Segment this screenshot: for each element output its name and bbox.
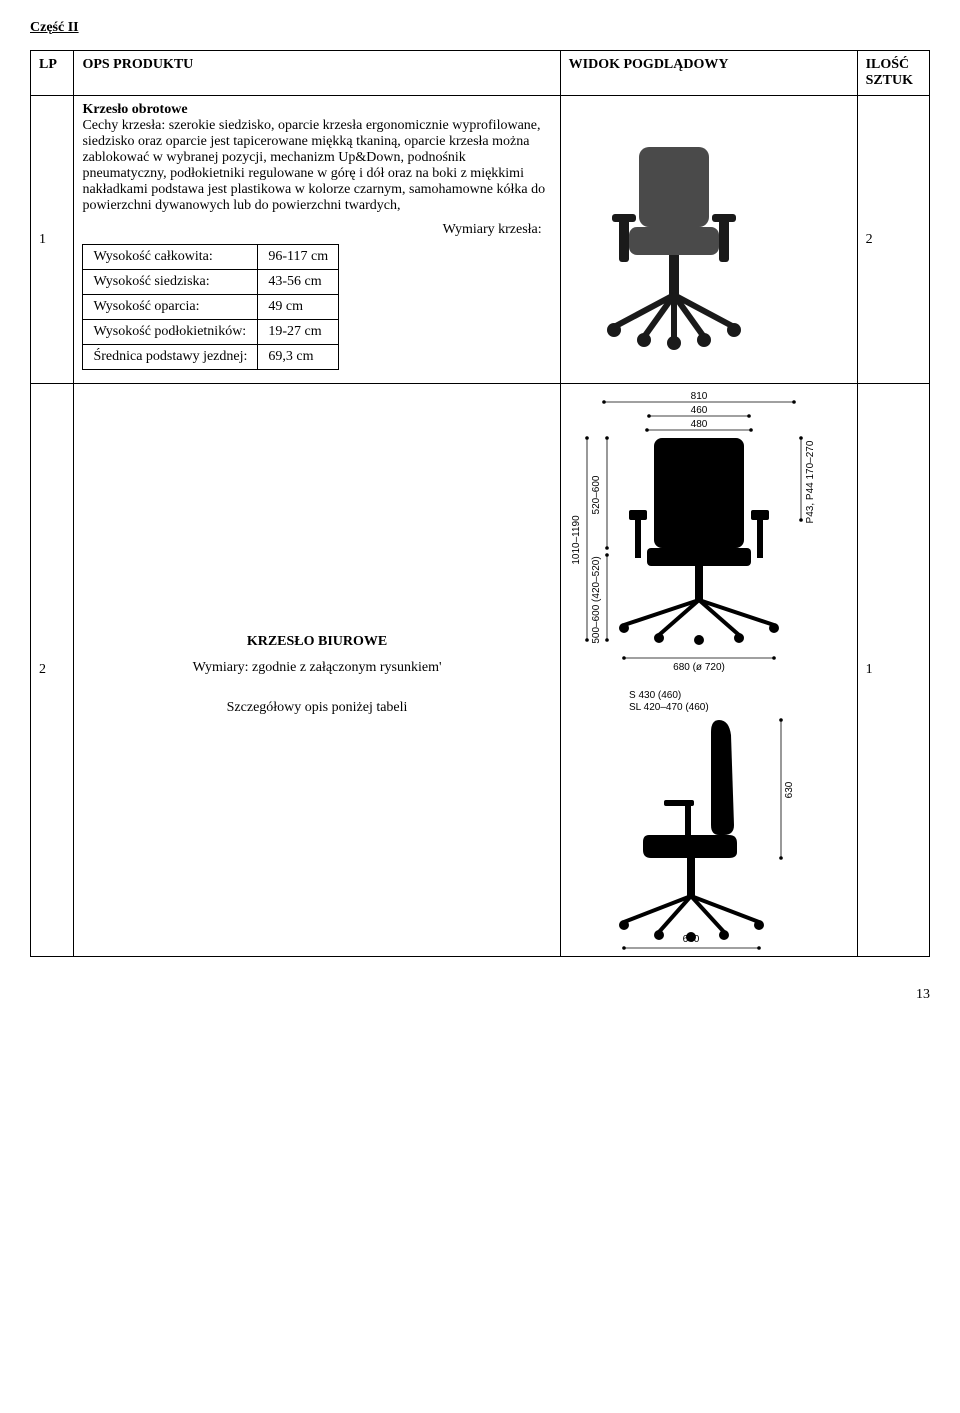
spec-row: Średnica podstawy jezdnej: 69,3 cm: [83, 345, 339, 370]
row1-qty: 2: [857, 96, 929, 384]
spec-value: 49 cm: [258, 295, 339, 320]
spec-value: 19-27 cm: [258, 320, 339, 345]
header-lp: LP: [31, 51, 74, 96]
dim-label: SL 420–470 (460): [629, 702, 709, 713]
spec-row: Wysokość całkowita: 96-117 cm: [83, 245, 339, 270]
table-row: 2 KRZESŁO BIUROWE Wymiary: zgodnie z zał…: [31, 384, 930, 957]
spec-label: Wysokość oparcia:: [83, 295, 258, 320]
spec-value: 43-56 cm: [258, 270, 339, 295]
dim-label: P43, P44 170–270: [805, 440, 816, 523]
header-qty: ILOŚĆ SZTUK: [857, 51, 929, 96]
dim-label: 520–600: [591, 475, 602, 514]
dim-label: 460: [690, 405, 707, 416]
header-view: WIDOK POGDLĄDOWY: [560, 51, 857, 96]
spec-label: Wysokość całkowita:: [83, 245, 258, 270]
chair-diagram-icon: 810 460 480: [569, 390, 849, 950]
spec-value: 69,3 cm: [258, 345, 339, 370]
spec-label: Wysokość podłokietników:: [83, 320, 258, 345]
row2-lp: 2: [31, 384, 74, 957]
row2-qty: 1: [857, 384, 929, 957]
row1-description: Cechy krzesła: szerokie siedzisko, oparc…: [82, 118, 545, 213]
dim-label: 500–600 (420–520): [591, 556, 602, 643]
dim-label: 1010–1190: [571, 515, 582, 565]
spec-value: 96-117 cm: [258, 245, 339, 270]
section-title: Część II: [30, 20, 930, 36]
spec-label: Średnica podstawy jezdnej:: [83, 345, 258, 370]
dim-label: S 430 (460): [629, 690, 681, 701]
row1-lp: 1: [31, 96, 74, 384]
dim-label: 630: [784, 781, 795, 798]
table-row: 1 Krzesło obrotowe Cechy krzesła: szerok…: [31, 96, 930, 384]
row2-ops: KRZESŁO BIUROWE Wymiary: zgodnie z załąc…: [74, 384, 560, 957]
dim-label: 480: [690, 419, 707, 430]
row2-line1: Wymiary: zgodnie z załączonym rysunkiem': [82, 660, 551, 676]
header-ops: OPS PRODUKTU: [74, 51, 560, 96]
row1-dims-label: Wymiary krzesła:: [82, 222, 551, 238]
product-table: LP OPS PRODUKTU WIDOK POGDLĄDOWY ILOŚĆ S…: [30, 50, 930, 957]
page-number: 13: [30, 987, 930, 1003]
row1-view: [560, 96, 857, 384]
spec-label: Wysokość siedziska:: [83, 270, 258, 295]
row1-ops: Krzesło obrotowe Cechy krzesła: szerokie…: [74, 96, 560, 384]
spec-row: Wysokość oparcia: 49 cm: [83, 295, 339, 320]
row2-view: 810 460 480: [560, 384, 857, 957]
spec-table: Wysokość całkowita: 96-117 cm Wysokość s…: [82, 244, 339, 370]
spec-row: Wysokość podłokietników: 19-27 cm: [83, 320, 339, 345]
chair-photo-icon: [569, 122, 769, 352]
dim-label: 680 (ø 720): [673, 662, 725, 673]
dim-label: 810: [690, 391, 707, 402]
dim-label: 640: [682, 934, 699, 945]
row2-title: KRZESŁO BIUROWE: [82, 634, 551, 650]
spec-row: Wysokość siedziska: 43-56 cm: [83, 270, 339, 295]
row1-title: Krzesło obrotowe: [82, 102, 187, 117]
row2-line2: Szczegółowy opis poniżej tabeli: [82, 700, 551, 716]
